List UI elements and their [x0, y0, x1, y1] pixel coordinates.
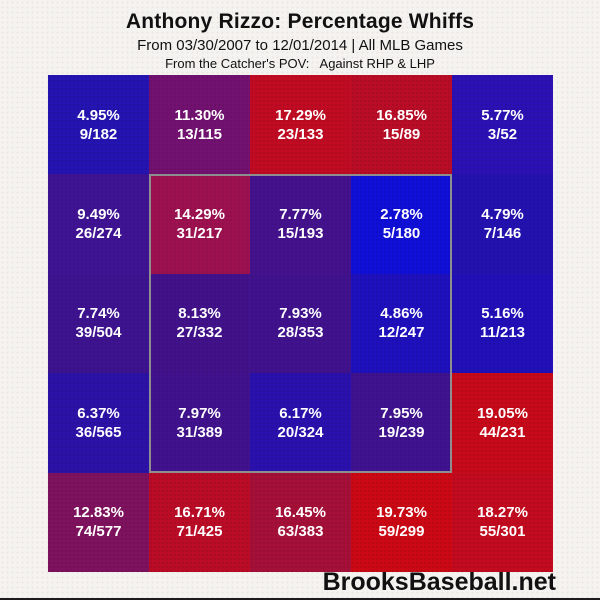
cell-whiff-percent: 4.86%: [380, 305, 423, 323]
cell-whiffs-per-swings: 13/115: [176, 125, 223, 143]
cell-whiffs-per-swings: 28/353: [277, 324, 324, 342]
heatmap-cell: 16.71% 71/425: [149, 472, 250, 572]
cell-whiffs-per-swings: 20/324: [277, 423, 324, 441]
cell-whiffs-per-swings: 59/299: [378, 523, 425, 541]
cell-whiffs-per-swings: 15/89: [382, 125, 421, 143]
cell-whiff-percent: 7.74%: [77, 305, 120, 323]
heatmap-cell: 17.29% 23/133: [250, 75, 351, 175]
cell-whiff-percent: 5.77%: [481, 106, 524, 124]
cell-whiff-percent: 4.95%: [77, 106, 120, 124]
heatmap-cell: 9.49% 26/274: [48, 174, 149, 274]
heatmap-cell: 19.73% 59/299: [351, 472, 452, 572]
cell-whiff-percent: 14.29%: [174, 206, 225, 224]
cell-whiff-percent: 7.95%: [380, 404, 423, 422]
cell-whiffs-per-swings: 9/182: [79, 125, 118, 143]
heatmap-cell: 14.29% 31/217: [149, 174, 250, 274]
cell-whiffs-per-swings: 31/389: [176, 423, 223, 441]
cell-whiffs-per-swings: 71/425: [176, 523, 223, 541]
brand-logo-text: BrooksBaseball.net: [322, 568, 556, 596]
cell-whiffs-per-swings: 12/247: [378, 324, 425, 342]
heatmap-cell: 7.97% 31/389: [149, 373, 250, 473]
cell-whiff-percent: 6.17%: [279, 404, 322, 422]
cell-whiffs-per-swings: 27/332: [176, 324, 223, 342]
cell-whiffs-per-swings: 31/217: [176, 225, 223, 243]
heatmap-cell: 7.93% 28/353: [250, 273, 351, 374]
heatmap-cell: 7.74% 39/504: [48, 273, 149, 374]
cell-whiffs-per-swings: 39/504: [75, 324, 122, 342]
heatmap-cell: 4.79% 7/146: [452, 174, 553, 274]
cell-whiffs-per-swings: 19/239: [378, 423, 425, 441]
cell-whiff-percent: 4.79%: [481, 206, 524, 224]
heatmap-cell: 18.27% 55/301: [452, 472, 553, 572]
cell-whiffs-per-swings: 26/274: [75, 225, 122, 243]
heatmap-cell: 6.17% 20/324: [250, 373, 351, 473]
cell-whiff-percent: 16.71%: [174, 504, 225, 522]
cell-whiff-percent: 8.13%: [178, 305, 221, 323]
heatmap-cell: 7.95% 19/239: [351, 373, 452, 473]
cell-whiff-percent: 19.05%: [477, 404, 528, 422]
heatmap-cell: 16.85% 15/89: [351, 75, 452, 175]
cell-whiffs-per-swings: 11/213: [479, 324, 526, 342]
cell-whiffs-per-swings: 3/52: [487, 125, 518, 143]
chart-pov-line: From the Catcher's POV: Against RHP & LH…: [165, 56, 435, 71]
chart-header: Anthony Rizzo: Percentage Whiffs From 03…: [0, 10, 600, 71]
cell-whiff-percent: 6.37%: [77, 404, 120, 422]
cell-whiff-percent: 5.16%: [481, 305, 524, 323]
heatmap-grid: 4.95% 9/182 11.30% 13/115 17.29% 23/133 16.85%…: [48, 75, 553, 572]
bottom-border-line: [0, 598, 600, 600]
heatmap-cell: 11.30% 13/115: [149, 75, 250, 175]
cell-whiff-percent: 2.78%: [380, 206, 423, 224]
cell-whiffs-per-swings: 5/180: [382, 225, 421, 243]
cell-whiff-percent: 17.29%: [275, 106, 326, 124]
cell-whiff-percent: 7.97%: [178, 404, 221, 422]
heatmap-cell: 7.77% 15/193: [250, 174, 351, 274]
cell-whiffs-per-swings: 36/565: [75, 423, 122, 441]
cell-whiff-percent: 9.49%: [77, 206, 120, 224]
cell-whiffs-per-swings: 63/383: [277, 523, 324, 541]
cell-whiff-percent: 11.30%: [174, 106, 225, 124]
cell-whiff-percent: 18.27%: [477, 504, 528, 522]
heatmap-cell: 19.05% 44/231: [452, 373, 553, 473]
heatmap-cell: 5.77% 3/52: [452, 75, 553, 175]
heatmap-cell: 8.13% 27/332: [149, 273, 250, 374]
chart-title: Anthony Rizzo: Percentage Whiffs: [125, 10, 475, 33]
heatmap-cell: 5.16% 11/213: [452, 273, 553, 374]
heatmap-cell: 4.95% 9/182: [48, 75, 149, 175]
heatmap-cell: 16.45% 63/383: [250, 472, 351, 572]
heatmap-cell: 4.86% 12/247: [351, 273, 452, 374]
heatmap-cell: 6.37% 36/565: [48, 373, 149, 473]
chart-subtitle: From 03/30/2007 to 12/01/2014 | All MLB …: [137, 37, 463, 54]
cell-whiffs-per-swings: 55/301: [479, 523, 526, 541]
cell-whiff-percent: 16.45%: [275, 504, 326, 522]
cell-whiffs-per-swings: 74/577: [75, 523, 122, 541]
cell-whiffs-per-swings: 15/193: [277, 225, 324, 243]
cell-whiff-percent: 7.93%: [279, 305, 322, 323]
cell-whiff-percent: 7.77%: [279, 206, 322, 224]
cell-whiffs-per-swings: 23/133: [277, 125, 324, 143]
cell-whiff-percent: 19.73%: [376, 504, 427, 522]
heatmap-cell: 2.78% 5/180: [351, 174, 452, 274]
cell-whiff-percent: 12.83%: [73, 504, 124, 522]
heatmap-cell: 12.83% 74/577: [48, 472, 149, 572]
cell-whiff-percent: 16.85%: [376, 106, 427, 124]
cell-whiffs-per-swings: 7/146: [483, 225, 522, 243]
cell-whiffs-per-swings: 44/231: [479, 423, 526, 441]
